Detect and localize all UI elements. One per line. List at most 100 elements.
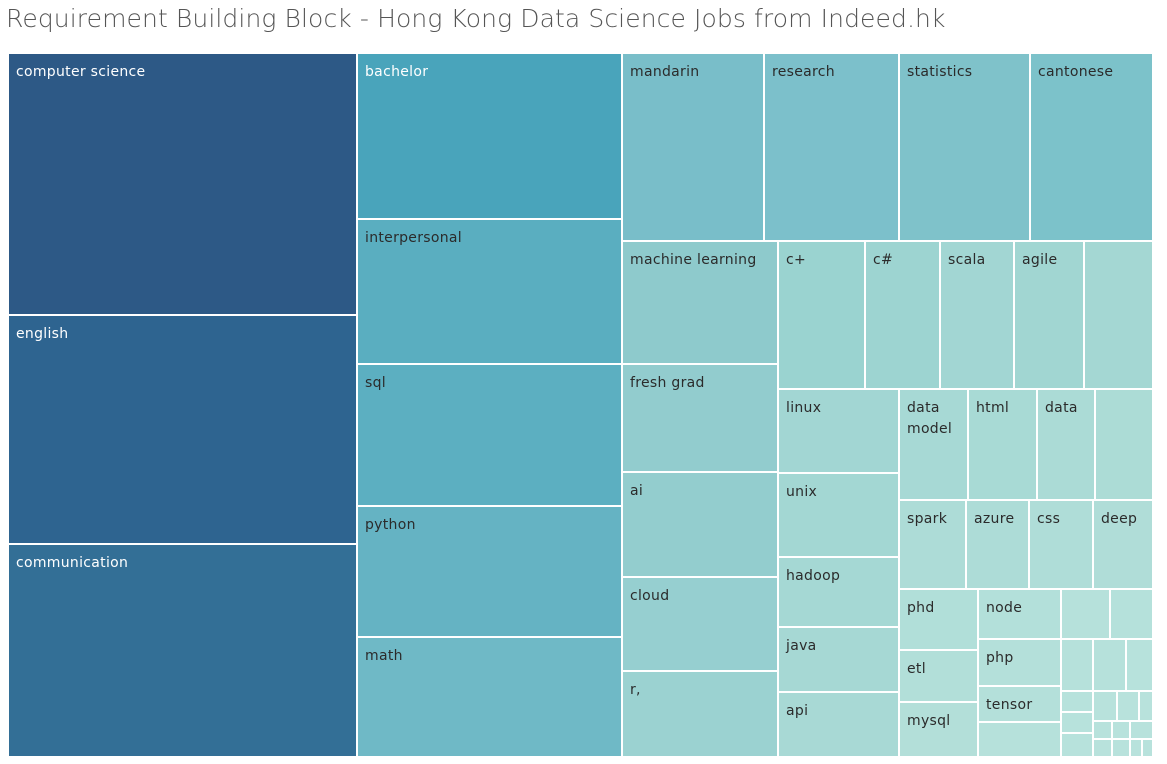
treemap-cell-communication[interactable]: communication <box>8 544 357 757</box>
treemap-cell-unlabeled-51[interactable] <box>1117 691 1139 721</box>
treemap-cell-interpersonal[interactable]: interpersonal <box>357 219 622 364</box>
treemap-cell-unlabeled-46[interactable] <box>1126 639 1153 691</box>
treemap-cell-html[interactable]: html <box>968 389 1037 500</box>
treemap-cell-unlabeled-21[interactable] <box>1084 241 1153 389</box>
treemap-cell-unlabeled-56[interactable] <box>1093 739 1112 757</box>
treemap-cell-label: php <box>986 650 1014 666</box>
treemap-cell-linux[interactable]: linux <box>778 389 899 473</box>
treemap-cell-research[interactable]: research <box>764 53 899 241</box>
treemap-cell-bachelor[interactable]: bachelor <box>357 53 622 219</box>
treemap-cell-statistics[interactable]: statistics <box>899 53 1030 241</box>
treemap-cell-label: java <box>786 638 817 654</box>
treemap-cell-unlabeled-57[interactable] <box>1112 739 1130 757</box>
treemap-cell-unlabeled-53[interactable] <box>1093 721 1112 739</box>
treemap-cell-unlabeled-47[interactable] <box>1061 691 1093 712</box>
treemap-cell-label: data model <box>907 400 953 437</box>
treemap-cell-label: cloud <box>630 588 670 604</box>
treemap-cell-label: deep <box>1101 511 1138 527</box>
treemap-cell-label: mysql <box>907 713 951 729</box>
treemap-cell-unlabeled-52[interactable] <box>1139 691 1153 721</box>
treemap-cell-unlabeled-41[interactable] <box>978 722 1061 757</box>
treemap-cell-label: etl <box>907 661 926 677</box>
treemap-cell-english[interactable]: english <box>8 315 357 544</box>
treemap: computer science english communication bach… <box>8 53 1153 757</box>
treemap-cell-label: r, <box>630 682 641 698</box>
treemap-cell-unix[interactable]: unix <box>778 473 899 557</box>
treemap-cell-cantonese[interactable]: cantonese <box>1030 53 1153 241</box>
treemap-cell-label: ai <box>630 483 644 499</box>
treemap-cell-unlabeled-58[interactable] <box>1130 739 1142 757</box>
treemap-cell-hadoop[interactable]: hadoop <box>778 557 899 627</box>
treemap-cell-unlabeled-45[interactable] <box>1093 639 1126 691</box>
treemap-cell-mandarin[interactable]: mandarin <box>622 53 764 241</box>
treemap-cell-azure[interactable]: azure <box>966 500 1029 589</box>
treemap-cell-fresh-grad[interactable]: fresh grad <box>622 364 778 472</box>
treemap-cell-label: python <box>365 517 416 533</box>
treemap-cell-java[interactable]: java <box>778 627 899 692</box>
treemap-cell-computer-science[interactable]: computer science <box>8 53 357 315</box>
treemap-cell-unlabeled-49[interactable] <box>1061 733 1093 757</box>
treemap-cell-label: bachelor <box>365 64 429 80</box>
treemap-cell-label: math <box>365 648 403 664</box>
treemap-cell-label: mandarin <box>630 64 700 80</box>
treemap-cell-label: cantonese <box>1038 64 1114 80</box>
treemap-cell-label: communication <box>16 555 129 571</box>
treemap-cell-node[interactable]: node <box>978 589 1061 639</box>
treemap-cell-label: fresh grad <box>630 375 705 391</box>
treemap-cell-label: english <box>16 326 69 342</box>
treemap-cell-math[interactable]: math <box>357 637 622 757</box>
treemap-cell-ai[interactable]: ai <box>622 472 778 577</box>
treemap-cell-unlabeled-50[interactable] <box>1093 691 1117 721</box>
treemap-cell-unlabeled-59[interactable] <box>1142 739 1153 757</box>
treemap-cell-label: sql <box>365 375 386 391</box>
treemap-cell-python[interactable]: python <box>357 506 622 637</box>
treemap-cell-phd[interactable]: phd <box>899 589 978 650</box>
treemap-cell-label: c# <box>873 252 894 268</box>
treemap-cell-label: tensor <box>986 697 1033 713</box>
treemap-cell-label: data <box>1045 400 1078 416</box>
treemap-cell-label: unix <box>786 484 818 500</box>
treemap-cell-scala[interactable]: scala <box>940 241 1014 389</box>
treemap-cell-unlabeled-55[interactable] <box>1130 721 1153 739</box>
treemap-cell-label: css <box>1037 511 1061 527</box>
treemap-cell-php[interactable]: php <box>978 639 1061 686</box>
treemap-cell-label: spark <box>907 511 948 527</box>
treemap-cell-unlabeled-42[interactable] <box>1061 589 1110 639</box>
treemap-cell-unlabeled-43[interactable] <box>1110 589 1153 639</box>
treemap-cell-label: scala <box>948 252 986 268</box>
treemap-cell-label: html <box>976 400 1010 416</box>
treemap-cell-data[interactable]: data <box>1037 389 1095 500</box>
treemap-cell-data-model[interactable]: data model <box>899 389 968 500</box>
treemap-cell-label: phd <box>907 600 935 616</box>
treemap-cell-c[interactable]: c# <box>865 241 940 389</box>
treemap-cell-spark[interactable]: spark <box>899 500 966 589</box>
treemap-cell-machine-learning[interactable]: machine learning <box>622 241 778 364</box>
treemap-cell-r[interactable]: r, <box>622 671 778 757</box>
treemap-cell-c[interactable]: c+ <box>778 241 865 389</box>
treemap-cell-label: azure <box>974 511 1015 527</box>
treemap-cell-label: hadoop <box>786 568 841 584</box>
treemap-cell-label: node <box>986 600 1023 616</box>
chart-title: Requirement Building Block - Hong Kong D… <box>6 4 946 33</box>
treemap-cell-css[interactable]: css <box>1029 500 1093 589</box>
treemap-cell-unlabeled-48[interactable] <box>1061 712 1093 733</box>
treemap-cell-unlabeled-30[interactable] <box>1095 389 1153 500</box>
treemap-cell-agile[interactable]: agile <box>1014 241 1084 389</box>
treemap-cell-deep[interactable]: deep <box>1093 500 1153 589</box>
treemap-cell-api[interactable]: api <box>778 692 899 757</box>
treemap-cell-sql[interactable]: sql <box>357 364 622 506</box>
treemap-cell-label: interpersonal <box>365 230 462 246</box>
treemap-cell-unlabeled-44[interactable] <box>1061 639 1093 691</box>
treemap-cell-mysql[interactable]: mysql <box>899 702 978 757</box>
treemap-cell-etl[interactable]: etl <box>899 650 978 702</box>
treemap-cell-label: agile <box>1022 252 1058 268</box>
treemap-cell-label: computer science <box>16 64 146 80</box>
treemap-cell-label: statistics <box>907 64 973 80</box>
treemap-cell-label: machine learning <box>630 252 757 268</box>
treemap-cell-label: linux <box>786 400 822 416</box>
treemap-cell-label: c+ <box>786 252 807 268</box>
treemap-cell-tensor[interactable]: tensor <box>978 686 1061 722</box>
treemap-cell-unlabeled-54[interactable] <box>1112 721 1130 739</box>
treemap-cell-cloud[interactable]: cloud <box>622 577 778 671</box>
treemap-cell-label: research <box>772 64 835 80</box>
